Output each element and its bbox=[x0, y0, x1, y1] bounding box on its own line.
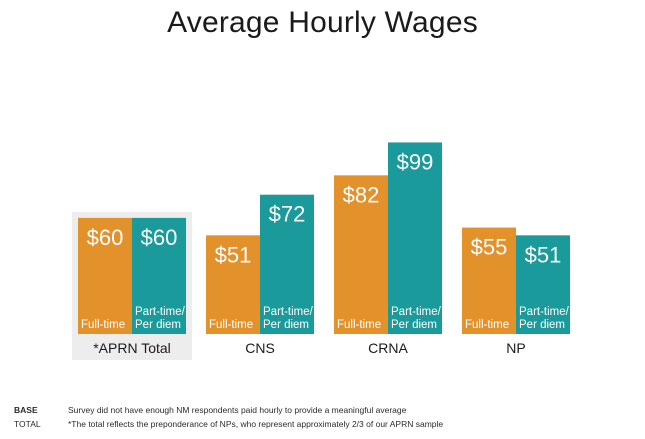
value-label: $99 bbox=[397, 149, 434, 174]
category-label: *APRN Total bbox=[93, 340, 171, 356]
category-label: CNS bbox=[245, 340, 275, 356]
footnote-total: TOTAL *The total reflects the preponderan… bbox=[14, 419, 443, 429]
bar-crna-full-time bbox=[334, 175, 388, 334]
bar-aprn-total-full-time bbox=[78, 217, 132, 334]
bar-inner-label: Part-time/ bbox=[135, 306, 186, 318]
bar-inner-label: Per diem bbox=[391, 319, 437, 331]
value-label: $60 bbox=[87, 225, 124, 250]
value-label: $72 bbox=[269, 202, 306, 227]
bar-np-part-time-per-diem bbox=[516, 235, 570, 334]
bar-inner-label: Per diem bbox=[519, 319, 565, 331]
footnote-total-text: *The total reflects the preponderance of… bbox=[68, 419, 444, 429]
bar-np-full-time bbox=[462, 227, 516, 334]
footnote-base-text: Survey did not have enough NM respondent… bbox=[68, 405, 407, 415]
value-label: $60 bbox=[141, 225, 178, 250]
value-label: $82 bbox=[343, 182, 380, 207]
value-label: $51 bbox=[525, 242, 562, 267]
bar-inner-label: Part-time/ bbox=[391, 306, 442, 318]
category-label: NP bbox=[506, 340, 525, 356]
chart-title: Average Hourly Wages bbox=[167, 6, 478, 39]
footnote-base: BASE Survey did not have enough NM respon… bbox=[14, 405, 406, 415]
bar-inner-label: Full-time bbox=[209, 319, 253, 331]
bar-inner-label: Part-time/ bbox=[519, 306, 570, 318]
bar-inner-label: Per diem bbox=[135, 319, 181, 331]
footnote-base-key: BASE bbox=[14, 405, 38, 415]
bar-crna-part-time-per-diem bbox=[388, 142, 442, 334]
category-label: CRNA bbox=[368, 340, 408, 356]
bar-inner-label: Part-time/ bbox=[263, 306, 314, 318]
bar-inner-label: Full-time bbox=[465, 319, 509, 331]
bar-cns-part-time-per-diem bbox=[260, 194, 314, 334]
value-label: $51 bbox=[215, 242, 252, 267]
bar-inner-label: Full-time bbox=[337, 319, 381, 331]
bar-inner-label: Full-time bbox=[81, 319, 125, 331]
footnote-total-key: TOTAL bbox=[14, 419, 41, 429]
value-label: $55 bbox=[471, 235, 508, 260]
bar-inner-label: Per diem bbox=[263, 319, 309, 331]
bar-cns-full-time bbox=[206, 235, 260, 334]
bar-aprn-total-part-time-per-diem bbox=[132, 217, 186, 334]
